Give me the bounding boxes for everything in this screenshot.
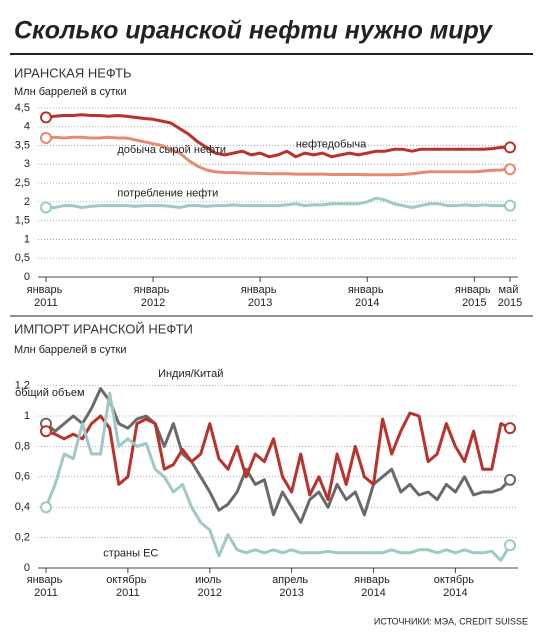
y-tick-label: 0,5 bbox=[15, 252, 30, 264]
series-line bbox=[45, 411, 511, 502]
x-tick-label: октябрь 2014 bbox=[434, 574, 477, 599]
y-tick-label: 4 bbox=[24, 121, 30, 133]
x-tick-label: январь 2013 bbox=[241, 284, 280, 309]
series-line bbox=[46, 196, 510, 209]
y-tick-label: 4,5 bbox=[15, 102, 30, 114]
x-tick-label: январь 2014 bbox=[354, 574, 393, 599]
end-marker bbox=[40, 132, 52, 145]
y-tick-label: 0,8 bbox=[15, 440, 30, 452]
series-line bbox=[45, 387, 512, 524]
y-axis-label: Млн баррелей в сутки bbox=[14, 86, 127, 98]
y-tick-label: 0 bbox=[24, 271, 30, 283]
y-tick-label: 0 bbox=[24, 562, 30, 574]
x-tick-label: январь 2011 bbox=[27, 284, 66, 309]
end-marker bbox=[40, 201, 52, 214]
x-tick-label: май 2015 bbox=[498, 284, 522, 309]
end-marker bbox=[504, 163, 516, 176]
end-marker bbox=[40, 111, 52, 124]
series-label: добыча сырой нефти bbox=[117, 144, 226, 156]
series-label: потребление нефти bbox=[117, 188, 218, 200]
y-tick-label: 1 bbox=[24, 233, 30, 245]
end-marker bbox=[504, 422, 516, 435]
y-tick-label: 2 bbox=[24, 196, 30, 208]
series-line bbox=[45, 135, 511, 177]
x-tick-label: январь 2014 bbox=[348, 284, 387, 309]
series-line bbox=[45, 113, 510, 159]
panel-title: ИРАНСКАЯ НЕФТЬ bbox=[14, 65, 132, 80]
y-tick-label: 2,5 bbox=[15, 177, 30, 189]
y-tick-label: 0,2 bbox=[15, 532, 30, 544]
source: ИСТОЧНИКИ: МЭА, CREDIT SUISSE bbox=[374, 616, 528, 626]
x-tick-label: июль 2012 bbox=[195, 574, 224, 599]
y-tick-label: 1,5 bbox=[15, 215, 30, 227]
x-tick-label: октябрь 2011 bbox=[106, 574, 149, 599]
y-tick-label: 0,4 bbox=[15, 501, 30, 513]
y-tick-label: 3,5 bbox=[15, 139, 30, 151]
y-tick-label: 0,6 bbox=[15, 471, 30, 483]
y-axis-label: Млн баррелей в сутки bbox=[14, 344, 127, 356]
y-tick-label: 3 bbox=[24, 158, 30, 170]
end-marker bbox=[40, 425, 52, 438]
end-marker bbox=[504, 473, 516, 486]
y-tick-label: 1 bbox=[24, 410, 30, 422]
x-tick-label: январь 2015 bbox=[455, 284, 494, 309]
end-marker bbox=[504, 199, 516, 212]
x-tick-label: январь 2011 bbox=[27, 574, 66, 599]
page-title: Сколько иранской нефти нужно миру bbox=[14, 17, 493, 45]
panel-title: ИМПОРТ ИРАНСКОЙ НЕФТИ bbox=[14, 321, 193, 336]
x-tick-label: апрель 2013 bbox=[272, 574, 311, 599]
end-marker bbox=[40, 501, 52, 514]
end-marker bbox=[504, 141, 516, 154]
series-label: нефтедобыча bbox=[296, 139, 367, 151]
series-label: страны ЕС bbox=[103, 547, 158, 559]
x-tick-label: январь 2012 bbox=[134, 284, 173, 309]
series-label: Индия/Китай bbox=[158, 368, 223, 380]
series-line bbox=[44, 391, 512, 562]
y-tick-label: 1,2 bbox=[15, 380, 30, 392]
end-marker bbox=[504, 539, 516, 552]
series-label: общий объем bbox=[15, 387, 84, 399]
